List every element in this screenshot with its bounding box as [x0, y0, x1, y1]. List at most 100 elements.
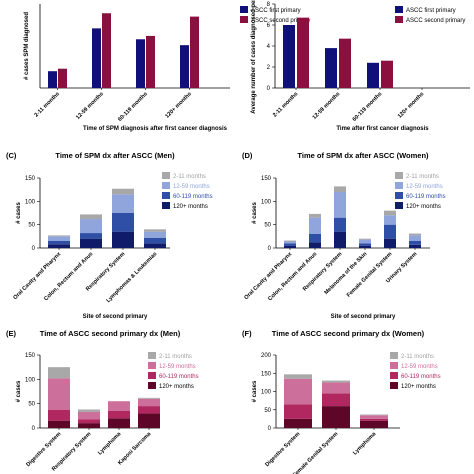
bar-segment	[359, 243, 371, 246]
x-tick-label: 12-59 months	[75, 91, 105, 121]
bar-segment	[48, 236, 70, 241]
bar	[325, 48, 337, 88]
legend-swatch	[162, 202, 170, 209]
bar-segment	[334, 192, 346, 218]
legend-swatch	[148, 372, 156, 379]
bar-segment	[384, 210, 396, 216]
legend-swatch	[395, 192, 403, 199]
bar-segment	[108, 418, 130, 428]
bar	[297, 17, 309, 88]
legend-label: 60-119 months	[401, 374, 441, 380]
bar-segment	[48, 241, 70, 245]
legend-swatch	[148, 352, 156, 359]
bar-segment	[78, 409, 100, 412]
bar-segment	[48, 409, 70, 421]
bar-segment	[359, 238, 371, 240]
chart-panel-f: 0 50 100 150 200 # cases (F) Time of ASCC secon…	[242, 329, 441, 474]
bar	[283, 25, 295, 88]
y-tick-label: 50	[28, 402, 35, 408]
bar-segment	[108, 410, 130, 419]
bar-segment	[409, 244, 421, 248]
bar-segment	[80, 233, 102, 239]
legend-swatch	[162, 182, 170, 189]
bar-segment	[112, 231, 134, 248]
bar-segment	[322, 380, 350, 383]
legend-label: 12-59 months	[159, 364, 196, 370]
legend-swatch	[390, 352, 398, 359]
y-tick-label: 4	[267, 44, 271, 50]
bar-segment	[108, 401, 130, 411]
bar	[92, 28, 101, 88]
bar-segment	[78, 411, 100, 420]
y-tick-label: 150	[25, 353, 36, 359]
y-tick-label: 0	[268, 426, 272, 432]
chart-panel-d: 0 50 100 150 # cases (D) Time of SPM dx after …	[242, 151, 446, 320]
bar	[180, 45, 189, 88]
legend-label: 2-11 months	[401, 354, 434, 360]
bar-segment	[334, 217, 346, 232]
legend-label: 2-11 months	[173, 174, 206, 180]
legend-swatch	[240, 16, 248, 23]
legend-label: 12-59 months	[401, 364, 438, 370]
y-tick-label: 0	[32, 246, 36, 252]
legend-label: 120+ months	[159, 384, 194, 390]
y-axis-label: # cases	[16, 202, 22, 224]
bar-segment	[80, 214, 102, 220]
legend-swatch	[395, 16, 403, 23]
panel-label: (F)	[242, 329, 252, 338]
x-tick-label: Oral Cavity and Pharynx	[243, 251, 294, 302]
y-tick-label: 0	[268, 246, 272, 252]
bar-segment	[360, 418, 388, 421]
bar-segment	[309, 213, 321, 218]
x-tick-label: 12-59 months	[312, 91, 342, 121]
bar	[102, 13, 111, 89]
chart-title: Time of SPM dx after ASCC (Men)	[55, 151, 175, 160]
bar-segment	[284, 378, 312, 405]
legend-label: 12-59 months	[406, 184, 443, 190]
bar-segment	[360, 414, 388, 416]
bar-segment	[48, 367, 70, 379]
bar-segment	[48, 235, 70, 237]
legend-label: 2-11 months	[406, 174, 439, 180]
y-tick-label: 50	[28, 223, 35, 229]
y-tick-label: 0	[32, 426, 36, 432]
bar-segment	[284, 245, 296, 248]
bar-segment	[144, 229, 166, 232]
bar	[367, 62, 379, 88]
bar-segment	[284, 418, 312, 428]
chart-panel-e: 0 50 100 150 # cases (E) Time of ASCC second p…	[6, 329, 199, 473]
bar-segment	[409, 241, 421, 245]
bar-segment	[138, 398, 160, 407]
y-axis-label: # cases	[252, 380, 258, 402]
bar-segment	[334, 186, 346, 192]
panel-label: (C)	[6, 151, 17, 160]
bar-segment	[384, 215, 396, 225]
bar-segment	[309, 234, 321, 243]
y-tick-label: 6	[267, 23, 271, 29]
x-tick-label: 60-119 months	[352, 91, 384, 123]
x-axis-label: Time after first cancer diagnosis	[336, 126, 429, 132]
x-tick-label: Melanoma of the Skin	[324, 251, 369, 296]
bar-segment	[284, 241, 296, 244]
x-tick-label: Lymphoma	[352, 431, 378, 457]
y-tick-label: 100	[261, 390, 272, 396]
legend-label: 120+ months	[401, 384, 436, 390]
y-tick-label: 200	[261, 353, 272, 359]
legend-swatch	[162, 172, 170, 179]
bar-segment	[360, 415, 388, 419]
x-tick-label: Colon, Rectum and Anus	[267, 251, 318, 302]
bar-segment	[384, 224, 396, 239]
y-tick-label: 100	[25, 377, 36, 383]
legend-label: 120+ months	[406, 204, 441, 210]
y-tick-label: 150	[25, 176, 36, 182]
x-tick-label: 2-11 months	[272, 91, 299, 118]
bar-segment	[80, 238, 102, 248]
y-tick-label: 100	[261, 199, 272, 205]
y-axis-label: # cases SPM diagnosed	[24, 12, 30, 80]
bar-segment	[284, 404, 312, 419]
chart-title: Time of SPM dx after ASCC (Women)	[297, 151, 429, 160]
bar-segment	[112, 213, 134, 232]
bar-segment	[112, 194, 134, 213]
bar-segment	[78, 423, 100, 428]
bar-segment	[138, 406, 160, 414]
